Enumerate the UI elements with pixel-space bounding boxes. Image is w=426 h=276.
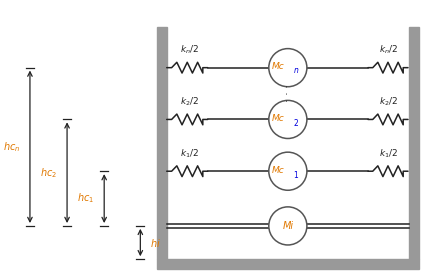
Text: Mc: Mc (272, 62, 285, 71)
Circle shape (269, 49, 307, 87)
Bar (157, 26, 167, 259)
Text: Mc: Mc (272, 114, 285, 123)
Text: $hi$: $hi$ (150, 237, 161, 248)
Text: $k_{2}/2$: $k_{2}/2$ (180, 96, 199, 108)
Text: $n$: $n$ (293, 66, 299, 75)
Text: $k_{n}/2$: $k_{n}/2$ (379, 44, 397, 56)
Circle shape (269, 207, 307, 245)
Text: $k_{1}/2$: $k_{1}/2$ (180, 147, 199, 160)
Text: $hc_1$: $hc_1$ (77, 192, 95, 205)
Text: Mc: Mc (272, 166, 285, 175)
Text: $k_{1}/2$: $k_{1}/2$ (379, 147, 397, 160)
Text: $2$: $2$ (293, 117, 299, 128)
Text: $hc_n$: $hc_n$ (3, 140, 20, 154)
Text: $1$: $1$ (293, 169, 299, 180)
Text: $k_{2}/2$: $k_{2}/2$ (379, 96, 397, 108)
Bar (157, 259, 419, 269)
Bar (409, 26, 419, 259)
Text: · · ·: · · · (283, 85, 293, 102)
Text: $k_{n}/2$: $k_{n}/2$ (180, 44, 199, 56)
Text: Mi: Mi (282, 221, 294, 231)
Text: $hc_2$: $hc_2$ (40, 166, 58, 180)
Circle shape (269, 100, 307, 139)
Circle shape (269, 152, 307, 190)
